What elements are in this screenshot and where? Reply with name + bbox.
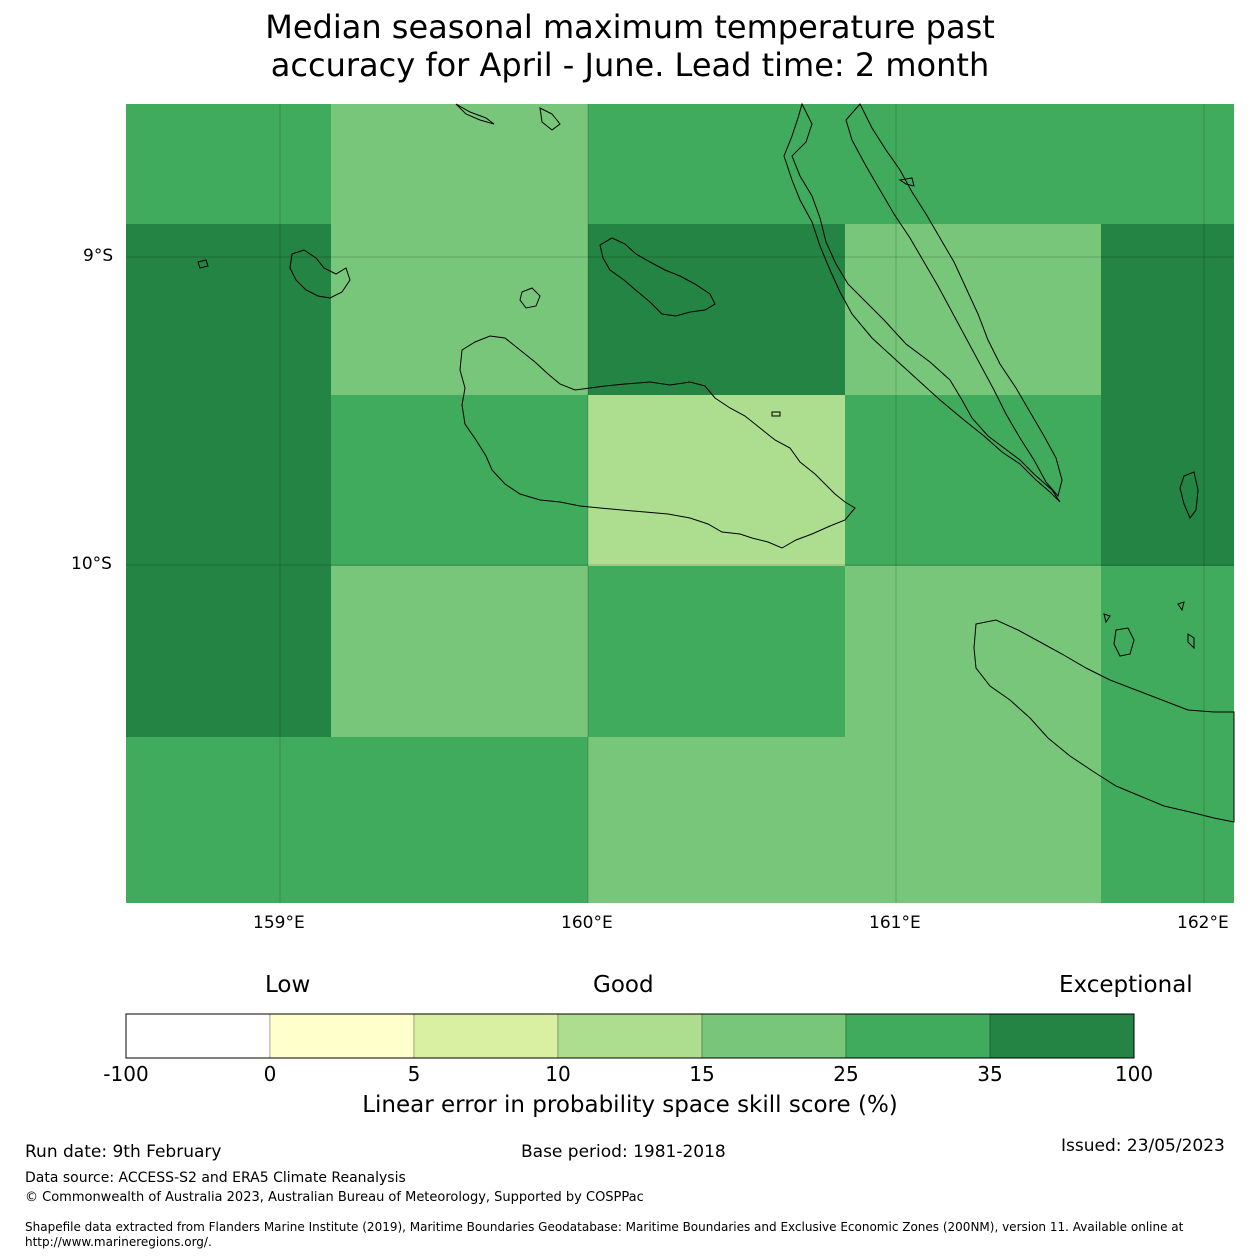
grid-cell [1101, 395, 1234, 566]
map-title: Median seasonal maximum temperature past… [0, 8, 1260, 84]
coastline-malaita [783, 102, 1061, 503]
legend-tick: 10 [545, 1062, 571, 1086]
colorbar-swatch [845, 1013, 991, 1059]
coastline-islet-guadal [771, 411, 781, 417]
coastline-russell-islands [289, 249, 351, 299]
grid-cell [588, 395, 845, 566]
coastline-savo [519, 287, 541, 309]
grid-cell [126, 395, 331, 566]
colorbar-swatch [557, 1013, 703, 1059]
grid-cell [331, 395, 588, 566]
copyright: © Commonwealth of Australia 2023, Austra… [25, 1190, 644, 1205]
grid-cell [845, 104, 1101, 224]
coastline-guadalcanal [459, 335, 856, 549]
grid-cell [331, 566, 588, 737]
skill-grid [126, 104, 1234, 903]
legend-tick: 15 [689, 1062, 715, 1086]
shapefile-credit-line2: http://www.marineregions.org/. [25, 1235, 212, 1249]
legend-exceptional-label: Exceptional [1059, 972, 1193, 998]
map-title-line1: Median seasonal maximum temperature past [265, 8, 995, 46]
colorbar-swatch [989, 1013, 1135, 1059]
data-source: Data source: ACCESS-S2 and ERA5 Climate … [25, 1170, 406, 1186]
graticule [126, 104, 1234, 903]
grid-cell [845, 224, 1101, 395]
lat-label-9s: 9°S [83, 246, 114, 266]
issued-date: Issued: 23/05/2023 [1061, 1136, 1225, 1156]
legend-low-label: Low [265, 972, 311, 998]
grid-cell [126, 566, 331, 737]
coastline-islet-north [455, 103, 495, 125]
grid-cell [126, 104, 331, 224]
coastline-islet-makira [1177, 601, 1185, 612]
grid-cell [1101, 224, 1234, 395]
grid-cell [331, 224, 588, 395]
legend-tick: 35 [977, 1062, 1003, 1086]
legend-tick: 5 [407, 1062, 421, 1086]
colorbar-swatch [269, 1013, 415, 1059]
colorbar-swatch [413, 1013, 559, 1059]
base-period: Base period: 1981-2018 [521, 1142, 726, 1162]
coastline-islet-ne [898, 177, 915, 187]
grid-cell [1101, 104, 1234, 224]
legend-tick: -100 [103, 1062, 149, 1086]
legend-tick: 25 [833, 1062, 859, 1086]
colorbar-outline [125, 1013, 1135, 1059]
grid-cell [588, 737, 845, 903]
lon-label-162e: 162°E [1177, 913, 1229, 933]
grid-cell [845, 566, 1101, 737]
legend-good-label: Good [593, 972, 654, 998]
legend-title: Linear error in probability space skill … [362, 1092, 898, 1118]
legend-tick: 100 [1114, 1062, 1154, 1086]
lat-label-10s: 10°S [71, 554, 112, 574]
coastline-islet-east [1179, 471, 1199, 519]
colorbar-swatch [125, 1013, 271, 1059]
colorbar [125, 1013, 1135, 1059]
grid-cell [588, 104, 845, 224]
grid-cell [126, 224, 331, 395]
grid-cell [1101, 566, 1234, 737]
lon-label-161e: 161°E [869, 913, 921, 933]
map-title-line2: accuracy for April - June. Lead time: 2 … [270, 46, 990, 84]
grid-cell [1101, 737, 1234, 903]
legend-tick: 0 [263, 1062, 277, 1086]
coastline-islet-makira2 [1103, 613, 1111, 624]
grid-cell [331, 737, 588, 903]
grid-cell [126, 737, 331, 903]
colorbar-swatch [701, 1013, 847, 1059]
coastline-makira [973, 619, 1235, 823]
coastline-ugi [1113, 627, 1135, 657]
coastline-florida-islands [599, 237, 716, 317]
lon-label-159e: 159°E [253, 913, 305, 933]
grid-cell [588, 566, 845, 737]
coastline-islet-makira3 [1187, 633, 1195, 650]
grid-cell [845, 737, 1101, 903]
run-date: Run date: 9th February [25, 1142, 222, 1162]
grid-cell [845, 395, 1101, 566]
shapefile-credit-line1: Shapefile data extracted from Flanders M… [25, 1220, 1184, 1234]
coastline-islet-north2 [539, 107, 561, 131]
coastline-malaita-east [845, 103, 1063, 498]
coastlines [197, 102, 1235, 823]
grid-cell [331, 104, 588, 224]
grid-cell [588, 224, 845, 395]
coastline-islet-west [197, 259, 209, 269]
lon-label-160e: 160°E [561, 913, 613, 933]
